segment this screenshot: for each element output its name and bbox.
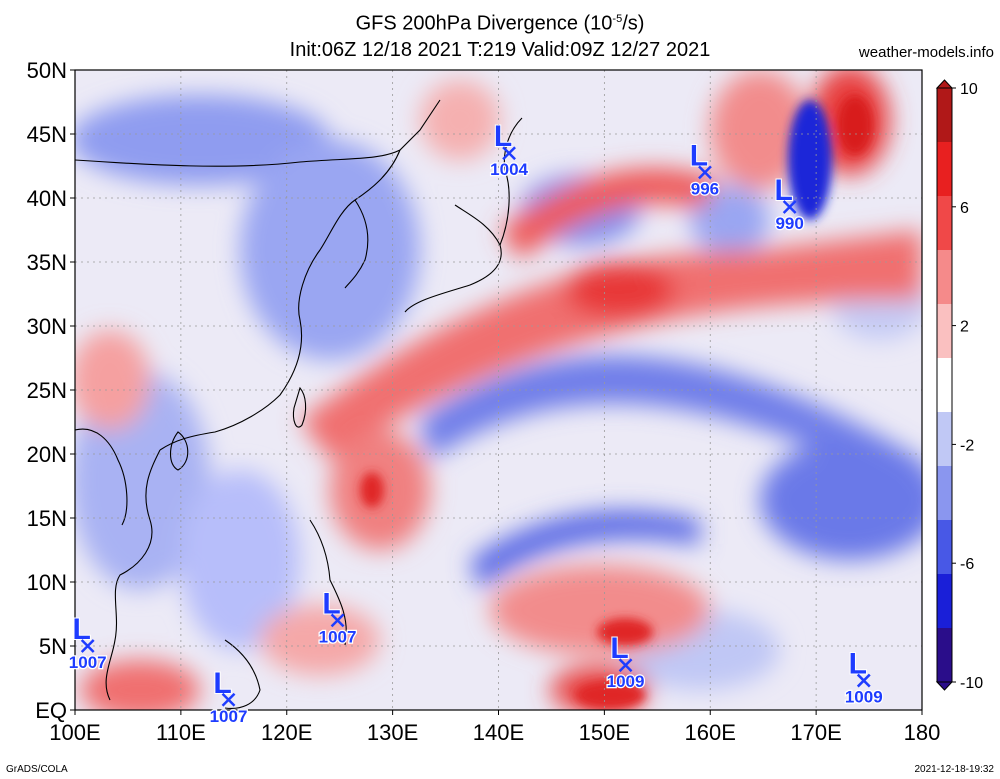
lat-label: 50N [27, 58, 67, 83]
colorbar-label: -6 [960, 556, 974, 573]
lat-label: 35N [27, 250, 67, 275]
colorbar-segment [937, 520, 952, 575]
colorbar-segment [937, 628, 952, 683]
footer-timestamp: 2021-12-18-19:32 [914, 764, 994, 775]
lat-label: 15N [27, 506, 67, 531]
lon-label: 110E [156, 720, 206, 745]
colorbar-segment [937, 250, 952, 305]
low-marker: L 1009 [605, 631, 645, 692]
low-pressure-value: 990 [775, 214, 803, 233]
low-pressure-value: 1007 [69, 653, 107, 672]
low-letter: L [213, 667, 231, 700]
lat-label: EQ [35, 698, 67, 723]
low-pressure-value: 996 [691, 179, 719, 198]
lat-label: 45N [27, 122, 67, 147]
lon-label: 180 [904, 720, 941, 745]
colorbar-bottom-arrow [935, 681, 954, 691]
low-marker: L 1009 [844, 647, 884, 708]
lon-label: 130E [367, 720, 418, 745]
colorbar-segment [937, 466, 952, 521]
low-pressure-value: 1009 [845, 688, 883, 707]
colorbar-label: 10 [960, 81, 978, 98]
low-letter: L [774, 174, 792, 207]
colorbar-label: -10 [960, 675, 983, 692]
colorbar-label: 6 [960, 200, 969, 217]
low-marker: L 1007 [208, 666, 248, 727]
low-pressure-markers: L 1004 L 996 L 990 L 1007 L 1007 L 1007 L 1009 L 1009 [68, 119, 884, 727]
low-marker: L 1004 [489, 119, 530, 180]
coastlines [75, 99, 523, 709]
lon-label: 100E [49, 720, 100, 745]
gridlines [75, 70, 922, 710]
low-marker: L 1007 [317, 586, 357, 647]
lat-label: 10N [27, 570, 67, 595]
longitude-labels: 100E 110E 120E 130E 140E 150E 160E 170E 180 [49, 720, 940, 745]
low-center-cross [221, 692, 236, 707]
site-credit: weather-models.info [858, 44, 994, 61]
low-center-cross [698, 165, 712, 180]
colorbar-top-arrow [935, 79, 954, 89]
colorbar-segment [937, 88, 952, 143]
low-letter: L [690, 139, 708, 172]
low-pressure-value: 1009 [607, 672, 645, 691]
low-marker: L 996 [689, 138, 721, 199]
low-letter: L [610, 632, 628, 665]
colorbar-label: 2 [960, 319, 969, 336]
lon-label: 120E [261, 720, 312, 745]
low-center-cross [80, 639, 95, 653]
low-letter: L [494, 120, 512, 153]
colorbar-segment [937, 412, 952, 467]
lon-label: 160E [685, 720, 736, 745]
lat-label: 30N [27, 314, 67, 339]
lat-label: 25N [27, 378, 67, 403]
low-pressure-value: 1007 [319, 627, 357, 646]
axis-ticks [70, 69, 923, 715]
low-pressure-value: 1007 [210, 707, 248, 726]
map-subtitle: Init:06Z 12/18 2021 T:219 Valid:09Z 12/2… [289, 39, 711, 61]
low-pressure-value: 1004 [490, 160, 528, 179]
colorbar-segment [937, 304, 952, 359]
latitude-labels: 50N 45N 40N 35N 30N 25N 20N 15N 10N 5N EQ [27, 58, 67, 723]
map-title: GFS 200hPa Divergence (10-5/s) [355, 12, 645, 35]
colorbar-segment [937, 574, 952, 629]
lat-label: 40N [27, 186, 67, 211]
low-marker: L 990 [773, 173, 805, 234]
colorbar-label: -2 [960, 437, 974, 454]
lat-label: 20N [27, 442, 67, 467]
low-letter: L [322, 587, 340, 620]
low-center-cross [856, 673, 871, 688]
low-marker: L 1007 [68, 612, 108, 673]
low-center-cross [782, 200, 797, 214]
colorbar: 10 6 2 -2 -6 -10 [935, 79, 983, 692]
colorbar-segment [937, 142, 952, 197]
footer-credit: GrADS/COLA [6, 764, 68, 775]
low-letter: L [849, 648, 867, 681]
low-center-cross [502, 146, 516, 161]
colorbar-segment [937, 358, 952, 413]
low-center-cross [330, 613, 345, 628]
low-letter: L [73, 613, 91, 646]
low-center-cross [618, 658, 633, 673]
lon-label: 170E [790, 720, 841, 745]
colorbar-segment [937, 196, 952, 251]
lon-label: 150E [579, 720, 630, 745]
lon-label: 140E [473, 720, 524, 745]
lat-label: 5N [39, 634, 67, 659]
